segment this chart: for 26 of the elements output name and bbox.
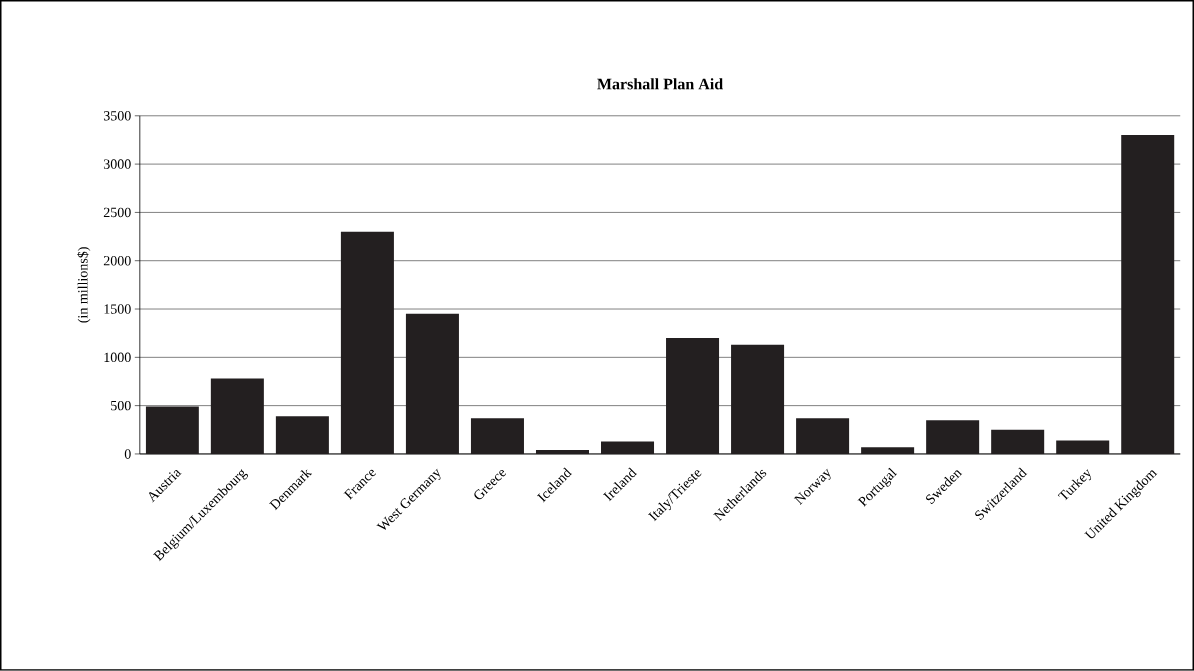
bar bbox=[796, 418, 850, 455]
bar bbox=[145, 406, 199, 455]
y-tick-label: 1500 bbox=[104, 304, 131, 314]
bar bbox=[731, 344, 785, 455]
y-tick-label: 3500 bbox=[103, 111, 131, 121]
bar bbox=[1056, 440, 1110, 455]
y-tick-label: 1000 bbox=[104, 352, 131, 363]
bar bbox=[210, 378, 264, 455]
y-tick-label: 3000 bbox=[103, 159, 131, 169]
bar bbox=[470, 418, 524, 455]
bar bbox=[861, 447, 915, 455]
y-axis-title: (in millions$) bbox=[77, 247, 91, 323]
y-tick-label: 0 bbox=[124, 449, 131, 459]
y-tick-label: 500 bbox=[111, 401, 131, 411]
bar bbox=[666, 338, 720, 455]
bar bbox=[991, 429, 1045, 455]
bar bbox=[535, 450, 589, 455]
bar bbox=[601, 441, 655, 455]
y-tick-label: 2500 bbox=[103, 207, 131, 218]
chart-title: Marshall Plan Aid bbox=[597, 78, 723, 90]
y-tick-label: 2000 bbox=[103, 256, 131, 266]
bar bbox=[926, 420, 980, 455]
bar bbox=[405, 313, 459, 455]
bar bbox=[1121, 135, 1175, 455]
bar bbox=[340, 231, 394, 455]
bar bbox=[275, 416, 329, 455]
